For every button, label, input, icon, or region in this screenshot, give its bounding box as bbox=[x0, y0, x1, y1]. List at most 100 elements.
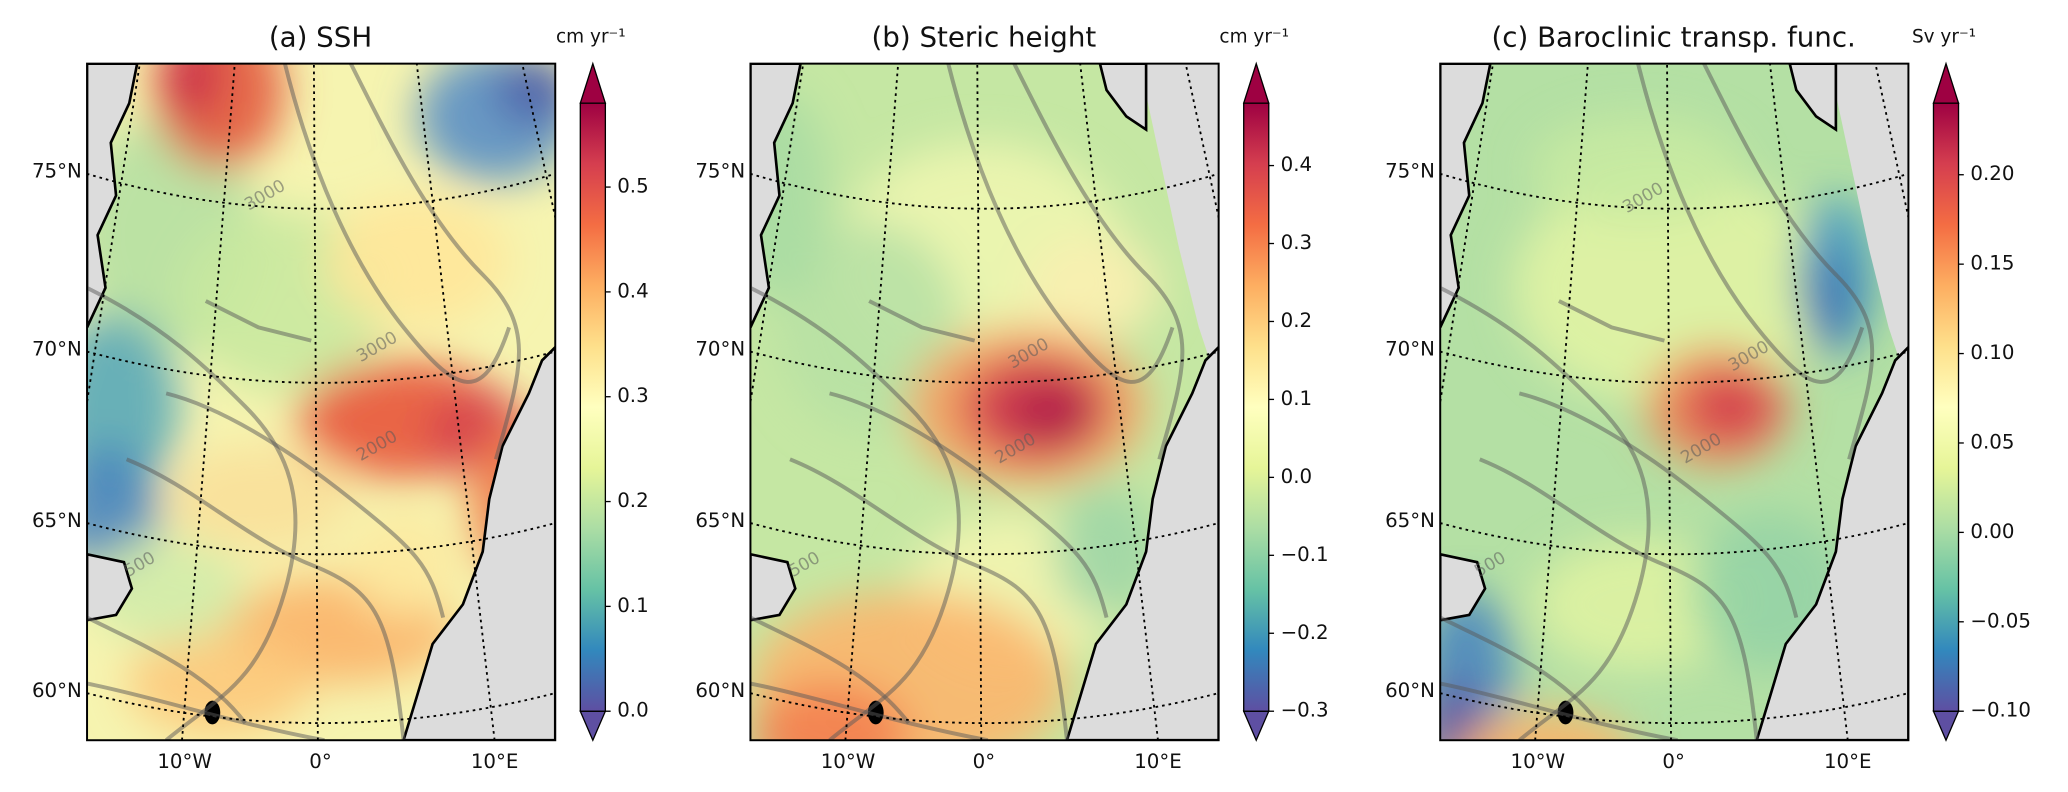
colorbar-tick-label: 0.5 bbox=[617, 175, 648, 198]
lat-label: 60°N bbox=[695, 679, 745, 702]
colorbar-extend-max bbox=[579, 61, 607, 104]
field-blob bbox=[166, 446, 351, 552]
field-blob bbox=[1462, 709, 1630, 741]
isobath bbox=[1440, 615, 1601, 725]
colorbar-tick-label: −0.05 bbox=[1970, 609, 2031, 632]
colorbar-tick-label: 0.4 bbox=[617, 279, 648, 302]
land bbox=[87, 552, 134, 622]
field-blob bbox=[350, 512, 457, 618]
land bbox=[1755, 345, 1909, 741]
lat-label: 65°N bbox=[1385, 509, 1435, 532]
colorbar-extend-min bbox=[579, 710, 607, 742]
lon-label: 0° bbox=[973, 750, 995, 773]
no-data bbox=[1139, 63, 1219, 387]
field-blob bbox=[1684, 369, 1777, 444]
lat-label: 65°N bbox=[695, 509, 745, 532]
parallel bbox=[750, 692, 1219, 724]
parallel bbox=[1440, 350, 1909, 384]
colorbar bbox=[1243, 102, 1270, 712]
lat-label: 70°N bbox=[695, 337, 745, 360]
colorbar-tick-label: 0.1 bbox=[617, 594, 648, 617]
colorbar-tick-label: −0.2 bbox=[1281, 621, 1329, 644]
isobath bbox=[349, 63, 521, 460]
field-blob bbox=[1007, 380, 1100, 447]
field-blob bbox=[126, 630, 312, 737]
isobath bbox=[1558, 299, 1665, 343]
land bbox=[1788, 63, 1838, 133]
lon-label: 10°W bbox=[157, 750, 212, 773]
isobath bbox=[868, 299, 976, 343]
isobath bbox=[87, 615, 247, 725]
field-blob bbox=[87, 538, 246, 644]
meridian bbox=[415, 63, 496, 741]
lat-label: 75°N bbox=[32, 159, 82, 182]
parallel bbox=[750, 172, 1219, 210]
parallel bbox=[87, 692, 556, 724]
isobath bbox=[87, 286, 298, 741]
field-blob bbox=[324, 195, 510, 328]
field-blob bbox=[495, 63, 556, 123]
land bbox=[750, 552, 797, 622]
colorbar-tick-label: 0.05 bbox=[1970, 430, 2014, 453]
colorbar-tick-label: 0.0 bbox=[617, 699, 648, 722]
colorbar-tick-label: 0.10 bbox=[1970, 341, 2014, 364]
parallel bbox=[1440, 172, 1909, 210]
colorbar-extend-min bbox=[1932, 710, 1960, 742]
parallel bbox=[750, 522, 1219, 556]
colorbar-tick-label: 0.3 bbox=[1281, 231, 1312, 254]
colorbar-tick-label: 0.15 bbox=[1970, 252, 2014, 275]
lat-label: 70°N bbox=[1385, 337, 1435, 360]
lon-label: 10°E bbox=[1824, 750, 1872, 773]
lat-label: 60°N bbox=[32, 679, 82, 702]
isobath bbox=[204, 299, 312, 343]
colorbar bbox=[1932, 102, 1960, 712]
meridian bbox=[1534, 63, 1589, 741]
colorbar-unit: cm yr⁻¹ bbox=[1219, 26, 1289, 47]
colorbar-tick-label: −0.1 bbox=[1281, 543, 1329, 566]
field-blob bbox=[1532, 538, 1744, 671]
meridian bbox=[1769, 63, 1849, 741]
parallel bbox=[87, 522, 556, 556]
map-frame bbox=[86, 62, 557, 742]
isobath bbox=[1440, 286, 1651, 741]
parallel bbox=[87, 172, 556, 210]
lat-label: 65°N bbox=[32, 509, 82, 532]
isobath bbox=[750, 286, 961, 741]
meridian bbox=[844, 63, 900, 741]
isobath bbox=[946, 63, 1175, 384]
lon-label: 10°E bbox=[1134, 750, 1182, 773]
field-blob bbox=[1512, 169, 1830, 407]
colorbar-unit: Sv yr⁻¹ bbox=[1912, 26, 1976, 47]
field-blob bbox=[750, 683, 909, 741]
field-blob bbox=[1440, 683, 1487, 741]
colorbar-extend-min bbox=[1242, 710, 1270, 742]
colorbar-tick-label: −0.10 bbox=[1970, 699, 2031, 722]
land bbox=[1440, 63, 1492, 328]
colorbar-tick-label: 0.20 bbox=[1970, 162, 2014, 185]
colorbar-tick-label: 0.00 bbox=[1970, 520, 2014, 543]
field-blob bbox=[1532, 116, 1744, 222]
land bbox=[402, 345, 556, 741]
meridian bbox=[181, 63, 236, 741]
colorbar-tick-label: −0.3 bbox=[1281, 699, 1329, 722]
isobath bbox=[1440, 681, 1678, 741]
lat-label: 70°N bbox=[32, 337, 82, 360]
colorbar-unit: cm yr⁻¹ bbox=[556, 26, 626, 47]
land bbox=[750, 63, 802, 328]
isobath bbox=[282, 63, 511, 384]
meridian bbox=[1666, 63, 1672, 741]
parallel bbox=[750, 350, 1219, 384]
lon-label: 0° bbox=[309, 750, 331, 773]
lon-label: 10°W bbox=[1511, 750, 1566, 773]
isobath bbox=[750, 681, 989, 741]
meridian bbox=[976, 63, 983, 741]
isobath bbox=[789, 457, 1069, 741]
meridian bbox=[1079, 63, 1159, 741]
parallel bbox=[1440, 692, 1909, 724]
isobath bbox=[1636, 63, 1865, 384]
